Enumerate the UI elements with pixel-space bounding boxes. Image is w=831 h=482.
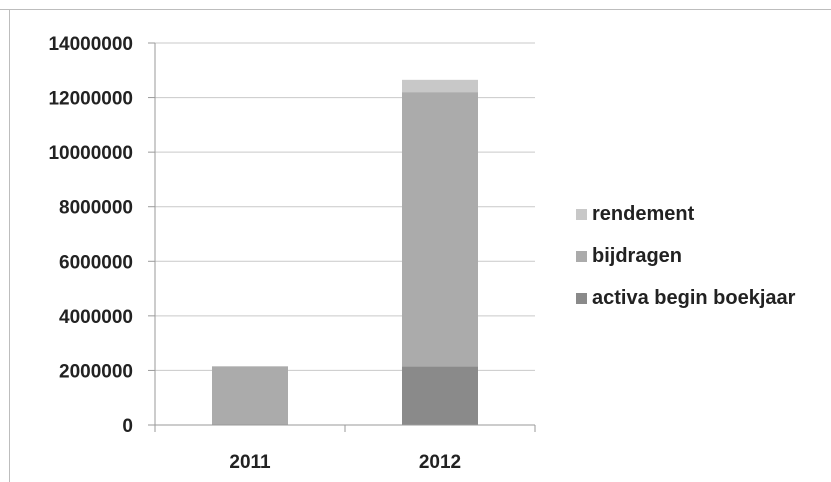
bars (212, 79, 478, 425)
bar-2012-rendement (402, 79, 478, 93)
y-tick-label: 10000000 (48, 143, 133, 164)
x-tick-label: 2012 (419, 452, 461, 473)
legend-item: activa begin boekjaar (576, 277, 795, 319)
bar-2012-bijdragen (402, 92, 478, 367)
legend-swatch (576, 250, 587, 262)
legend-swatch (576, 292, 587, 304)
y-tick-label: 14000000 (48, 34, 133, 55)
legend-item: rendement (576, 193, 795, 235)
bar-2012-activa-begin-boekjaar (402, 366, 478, 425)
x-tick-label: 2011 (229, 452, 271, 473)
axes (154, 43, 536, 432)
x-axis-tick-labels: 2011 2012 (229, 452, 461, 473)
y-tick-label: 6000000 (59, 252, 133, 273)
scan-top-edge (0, 9, 831, 10)
y-tick-label: 0 (122, 416, 133, 437)
legend-label: rendement (592, 202, 695, 225)
y-tick-label: 12000000 (48, 89, 133, 110)
legend-item: bijdragen (576, 235, 795, 277)
legend-label: activa begin boekjaar (592, 286, 796, 309)
y-tick-label: 8000000 (59, 198, 133, 219)
legend: rendement bijdragen activa begin boekjaar (576, 193, 795, 319)
y-tick-label: 4000000 (59, 307, 133, 328)
scan-left-edge (9, 9, 10, 482)
legend-label: bijdragen (592, 244, 683, 267)
y-tick-label: 2000000 (59, 361, 133, 382)
y-axis-tick-labels: 0 2000000 4000000 6000000 8000000 10000000 120… (48, 34, 133, 437)
legend-swatch (576, 208, 587, 220)
bar-2011-bijdragen (212, 366, 288, 425)
